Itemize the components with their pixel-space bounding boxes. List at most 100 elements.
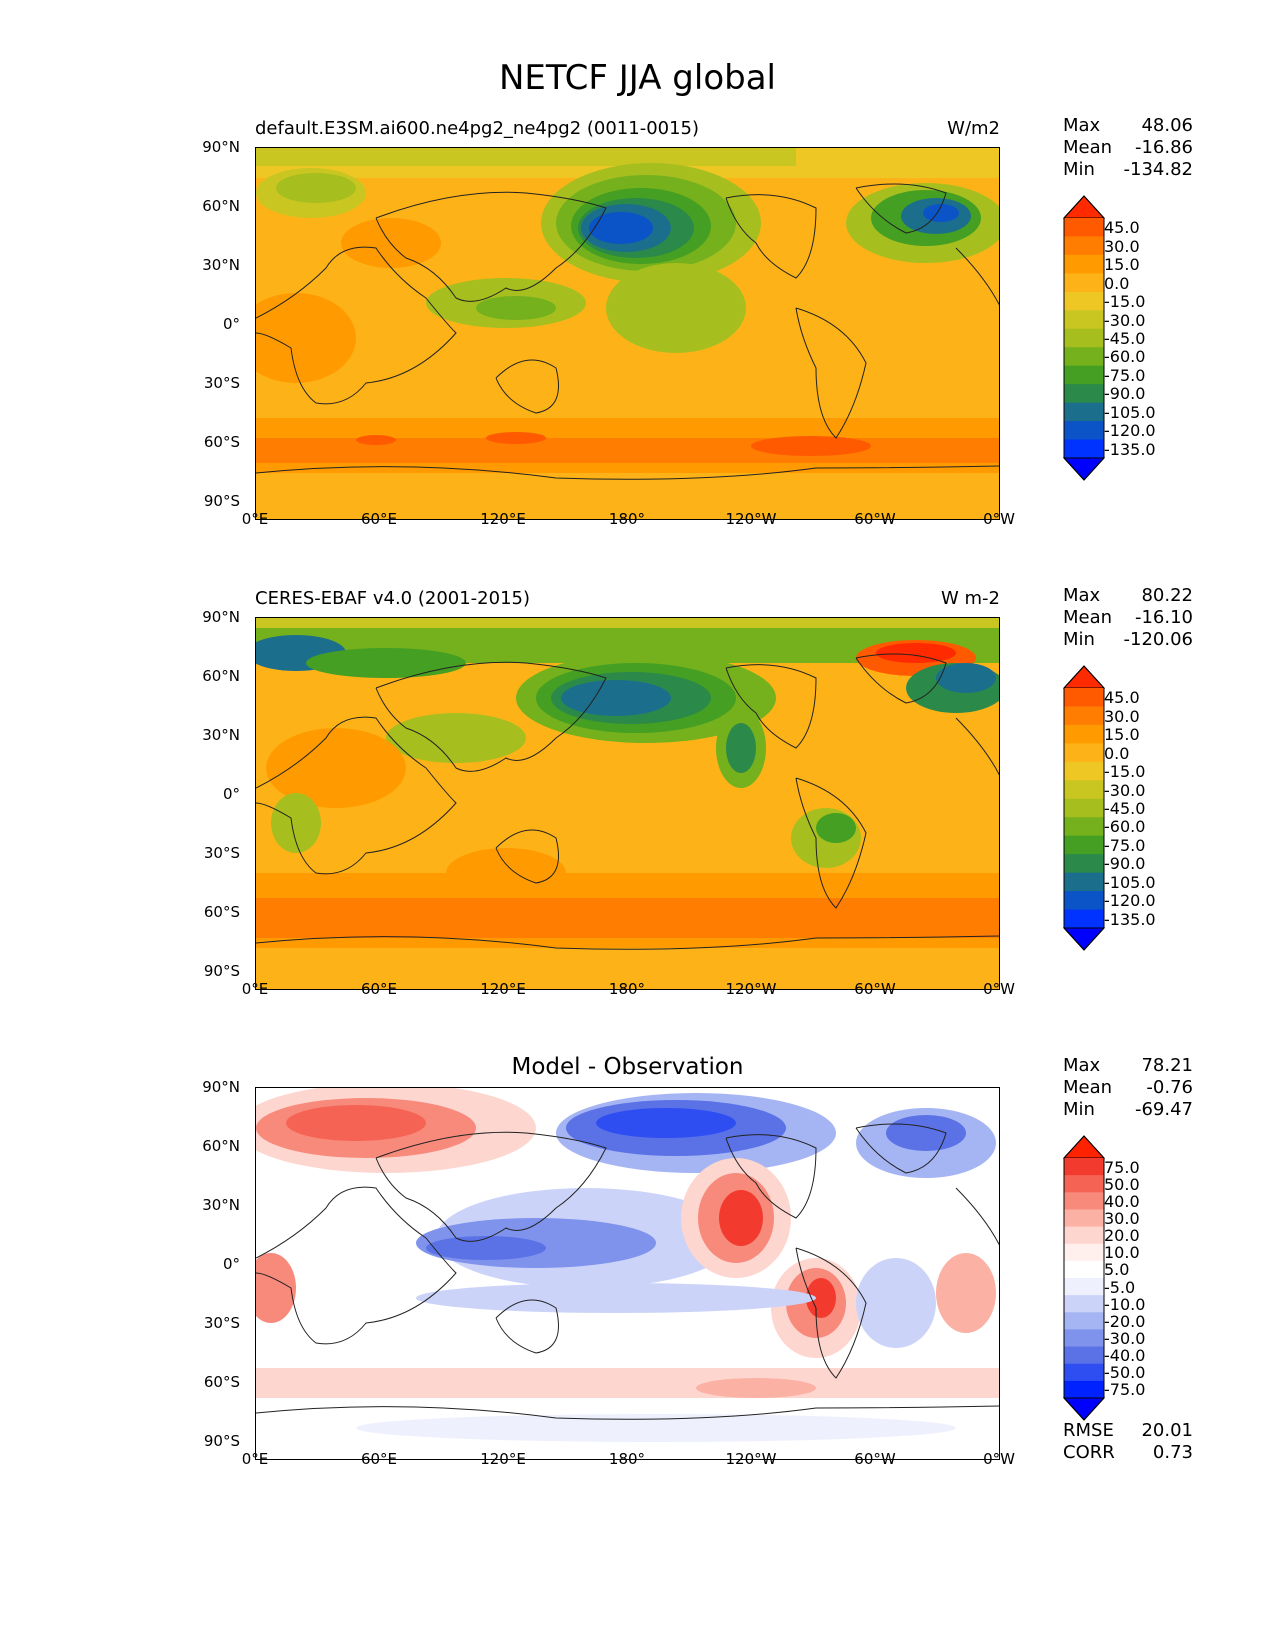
stat-value: 48.06 [1141,115,1193,136]
colorbar-segment [1064,854,1104,874]
colorbar-segment [1064,1380,1104,1399]
colorbar-tick-label: -90.0 [1104,854,1146,874]
colorbar-segment [1064,365,1104,385]
colorbar-segment [1064,1329,1104,1348]
map-svg [256,618,999,989]
colorbar-tick-label: 40.0 [1104,1191,1140,1211]
lon-tick-label: 0°W [983,980,1015,998]
panel-center-title: Model - Observation [511,1054,744,1080]
stat-value: -16.86 [1134,137,1193,158]
lat-tick-label: 90°N [202,138,240,156]
stats-block: Max 80.22 Mean -16.10 Min -120.06 [1063,585,1193,651]
lat-tick-label: 0° [222,315,240,333]
lon-tick-label: 0°W [983,510,1015,528]
colorbar-segment [1064,310,1104,330]
colorbar-segment [1064,1278,1104,1296]
coastlines [256,1123,999,1420]
colorbar-extend-max [1062,665,1106,689]
colorbar-tick-label: -135.0 [1104,439,1156,459]
lon-tick-label: 60°W [854,1450,896,1468]
coastlines [256,653,999,950]
colorbar-tick-label: -60.0 [1104,347,1146,367]
colorbar-svg [1062,1135,1106,1421]
colorbar-tick-label: -15.0 [1104,762,1146,782]
colorbar-tick-label: -30.0 [1104,310,1146,330]
stat-label: Mean [1063,1077,1113,1098]
colorbar-segment [1064,688,1104,707]
colorbar: 75.0 50.0 40.0 30.0 20.0 10.0 5.0 -5.0 -10.0 -20.… [1062,1135,1145,1425]
lat-tick-label: 90°S [203,492,240,510]
stat-value: -0.76 [1146,1077,1193,1098]
lon-tick-label: 120°E [480,980,526,998]
figure-title: NETCF JJA global [498,58,776,98]
colorbar-segment [1064,384,1104,404]
colorbar-segment [1064,1346,1104,1365]
colorbar: 45.0 30.0 15.0 0.0 -15.0 -30.0 -45.0 -60.0 -75.0… [1062,195,1156,485]
colorbar-tick-label: -60.0 [1104,817,1146,837]
panel-units: W/m2 [947,118,1000,139]
stat-label: Mean [1063,137,1113,158]
stat-value: -69.47 [1134,1099,1193,1120]
colorbar-extend-min [1062,927,1106,951]
colorbar-tick-label: -75.0 [1104,365,1146,385]
colorbar-tick-label: -105.0 [1104,402,1156,422]
colorbar-segment [1064,1192,1104,1210]
colorbar-tick-label: -30.0 [1104,1329,1146,1348]
colorbar-tick-label: 0.0 [1104,743,1130,763]
stat-value: 78.21 [1141,1055,1193,1076]
colorbar: 45.0 30.0 15.0 0.0 -15.0 -30.0 -45.0 -60.0 -75.0… [1062,665,1156,955]
colorbar-segment [1064,328,1104,348]
colorbar-outline [1063,1135,1105,1421]
stat-label: Min [1063,1099,1095,1120]
map-plot-area [255,617,1000,990]
map-plot-area [255,147,1000,520]
colorbar-segment [1064,1243,1104,1262]
colorbar-outline [1063,195,1105,481]
panel-left-title: CERES-EBAF v4.0 (2001-2015) [255,588,531,609]
lat-tick-label: 90°N [202,608,240,626]
colorbar-tick-label: 10.0 [1104,1243,1140,1263]
lon-tick-label: 60°E [360,510,398,528]
lat-tick-label: 90°N [202,1078,240,1096]
colorbar-svg [1062,665,1106,951]
stats-block: Max 48.06 Mean -16.86 Min -134.82 [1063,115,1193,181]
colorbar-extend-min [1062,457,1106,481]
colorbar-segment [1064,1363,1104,1382]
colorbar-outline [1063,665,1105,951]
lat-tick-label: 60°N [202,197,240,215]
lon-tick-label: 180° [608,980,646,998]
colorbar-tick-label: 15.0 [1104,255,1140,275]
colorbar-segment [1064,1260,1104,1279]
lon-tick-label: 0°W [983,1450,1015,1468]
colorbar-tick-label: -45.0 [1104,799,1146,818]
colorbar-tick-label: 45.0 [1104,218,1140,238]
lon-tick-label: 120°W [725,1450,777,1468]
stat-value: -134.82 [1123,159,1193,180]
stat-label: Max [1063,1055,1101,1076]
lon-tick-label: 180° [608,1450,646,1468]
colorbar-tick-label: -50.0 [1104,1363,1146,1383]
map-svg [256,148,999,519]
lon-tick-label: 0°E [241,510,269,528]
colorbar-tick-label: -40.0 [1104,1346,1146,1366]
colorbar-tick-label: 20.0 [1104,1226,1140,1246]
colorbar-tick-label: 30.0 [1104,1209,1140,1228]
colorbar-tick-label: -20.0 [1104,1311,1146,1331]
lon-tick-label: 0°E [241,980,269,998]
colorbar-segment [1064,706,1104,726]
panel-obs: CERES-EBAF v4.0 (2001-2015) W m-2 [0,580,1275,1020]
colorbar-segment [1064,1175,1104,1193]
colorbar-segment [1064,891,1104,911]
colorbar-extend-max [1062,195,1106,219]
stat-label: Min [1063,159,1095,180]
colorbar-tick-label: -90.0 [1104,384,1146,404]
lat-tick-label: 60°S [203,1373,240,1391]
lon-tick-label: 60°W [854,510,896,528]
panel-diff: Model - Observation [0,1050,1275,1490]
lat-tick-label: 60°S [203,433,240,451]
colorbar-tick-label: 30.0 [1104,236,1140,256]
colorbar-segment [1064,273,1104,293]
stat-label: Min [1063,629,1095,650]
colorbar-segment [1064,218,1104,237]
panel-units: W m-2 [940,588,1000,609]
